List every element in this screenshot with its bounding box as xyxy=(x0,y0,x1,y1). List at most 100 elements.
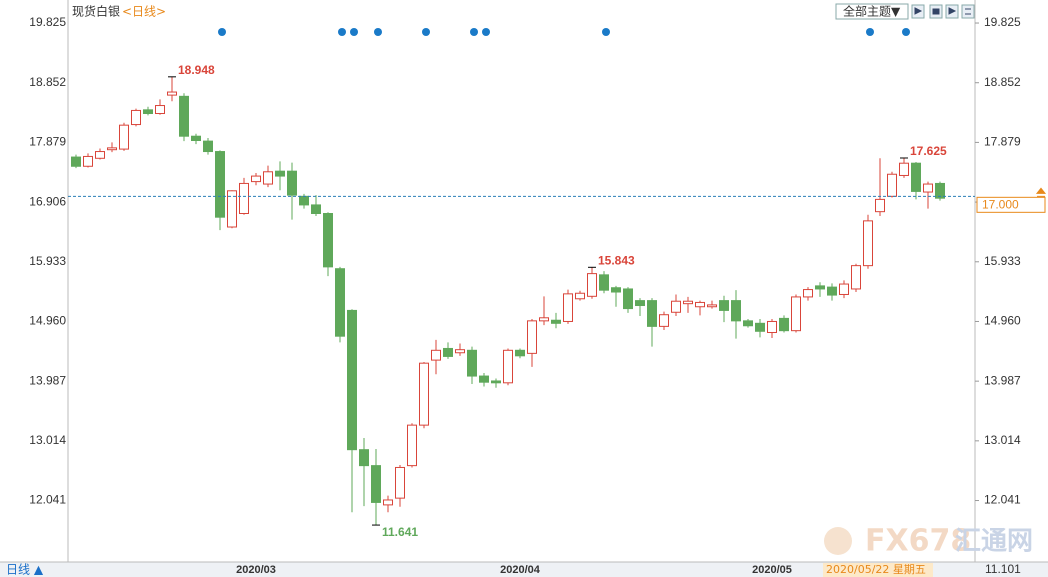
x-tick-label: 2020/03 xyxy=(236,564,276,576)
y-tick-label-right: 12.041 xyxy=(984,493,1021,507)
candle-body xyxy=(635,300,645,307)
period-button[interactable]: 日线 ▲ xyxy=(6,563,44,577)
candle-body xyxy=(107,147,117,151)
candle-body xyxy=(203,140,213,153)
candle-body xyxy=(491,380,501,384)
candle-body xyxy=(911,162,921,192)
candle-body xyxy=(887,173,897,197)
candle-body xyxy=(143,109,153,115)
candle-body xyxy=(599,274,609,291)
candle-body xyxy=(815,285,825,290)
candle-body xyxy=(935,182,945,199)
candle-body xyxy=(455,349,465,354)
bottom-bar xyxy=(0,562,1048,577)
candle-body xyxy=(467,349,477,377)
candle-body xyxy=(227,190,237,228)
x-tick-label: 2020/04 xyxy=(500,564,541,576)
candle-body xyxy=(827,286,837,296)
y-tick-label: 18.852 xyxy=(29,75,66,89)
chart-title: 现货白银 xyxy=(72,4,120,19)
y-tick-label: 15.933 xyxy=(29,254,66,268)
event-dot xyxy=(902,28,910,36)
cursor-value: 11.101 xyxy=(985,562,1021,576)
watermark-logo xyxy=(824,527,852,555)
candle-body xyxy=(671,300,681,313)
last-price-box xyxy=(976,196,1046,213)
y-tick-label-right: 18.852 xyxy=(984,75,1021,89)
candle-body xyxy=(215,151,225,218)
candle-body xyxy=(707,304,717,308)
theme-button-box[interactable] xyxy=(835,3,909,20)
y-tick-label: 13.014 xyxy=(29,433,66,447)
candle-body xyxy=(383,499,393,506)
candle-body xyxy=(719,300,729,311)
candle-body xyxy=(407,424,417,467)
y-tick-label-right: 17.879 xyxy=(984,135,1021,149)
event-dot xyxy=(338,28,346,36)
y-tick-label-right: 15.933 xyxy=(984,254,1021,268)
candle-body xyxy=(287,170,297,196)
candle-body xyxy=(779,317,789,332)
last-price-label: 17.000 xyxy=(982,197,1019,211)
y-tick-label: 12.041 xyxy=(29,493,66,507)
annotation-label: 17.625 xyxy=(910,144,947,158)
candle-body xyxy=(767,320,777,334)
y-tick-label: 13.987 xyxy=(29,373,66,387)
annotation-label: 11.641 xyxy=(382,525,418,539)
x-tick-label: 2020/05 xyxy=(752,564,792,576)
candle-body xyxy=(347,309,357,451)
cursor-date: 2020/05/22 星期五 xyxy=(826,563,926,576)
candle-body xyxy=(575,292,585,300)
candle-body xyxy=(695,301,705,308)
candle-body xyxy=(755,322,765,332)
y-tick-label: 16.906 xyxy=(29,194,66,208)
event-dot xyxy=(482,28,490,36)
candle-body xyxy=(311,204,321,215)
candle-body xyxy=(551,319,561,324)
event-dot xyxy=(350,28,358,36)
y-tick-label: 19.825 xyxy=(29,15,66,29)
candle-body xyxy=(239,182,249,215)
candle-body xyxy=(371,465,381,503)
candle-body xyxy=(395,466,405,499)
candle-body xyxy=(119,124,129,150)
y-tick-label: 14.960 xyxy=(29,314,66,328)
watermark: 汇通网 xyxy=(955,527,1033,557)
candle-body xyxy=(275,170,285,177)
candle-body xyxy=(839,283,849,295)
annotation-label: 15.843 xyxy=(598,253,635,267)
candle-body xyxy=(335,268,345,337)
candle-body xyxy=(623,288,633,310)
y-tick-label-right: 14.960 xyxy=(984,314,1021,328)
event-dot xyxy=(866,28,874,36)
candle-body xyxy=(875,198,885,213)
toolbar-icons[interactable] xyxy=(911,4,975,19)
candle-body xyxy=(743,320,753,327)
candle-body xyxy=(863,220,873,267)
candle-body xyxy=(611,287,621,293)
period-label[interactable]: <日线> xyxy=(122,5,166,19)
candle-body xyxy=(683,300,693,305)
event-dot xyxy=(470,28,478,36)
y-tick-label-right: 13.987 xyxy=(984,373,1021,387)
candle-body xyxy=(587,273,597,297)
candle-body xyxy=(659,314,669,327)
candle-body xyxy=(443,347,453,357)
candle-body xyxy=(431,349,441,361)
candle-body xyxy=(899,162,909,176)
candle-body xyxy=(167,91,177,96)
theme-button[interactable]: 全部主题▼ xyxy=(843,4,901,19)
candle-body xyxy=(323,213,333,268)
event-dot xyxy=(218,28,226,36)
y-tick-label-right: 19.825 xyxy=(984,15,1021,29)
candle-body xyxy=(923,183,933,193)
event-dot xyxy=(374,28,382,36)
candle-body xyxy=(419,362,429,426)
y-tick-label-right: 13.014 xyxy=(984,433,1021,447)
candle-body xyxy=(803,289,813,298)
annotation-label: 18.948 xyxy=(178,63,215,77)
candle-body xyxy=(83,155,93,167)
candle-body xyxy=(479,375,489,383)
candle-body xyxy=(503,349,513,384)
candle-body xyxy=(71,156,81,167)
